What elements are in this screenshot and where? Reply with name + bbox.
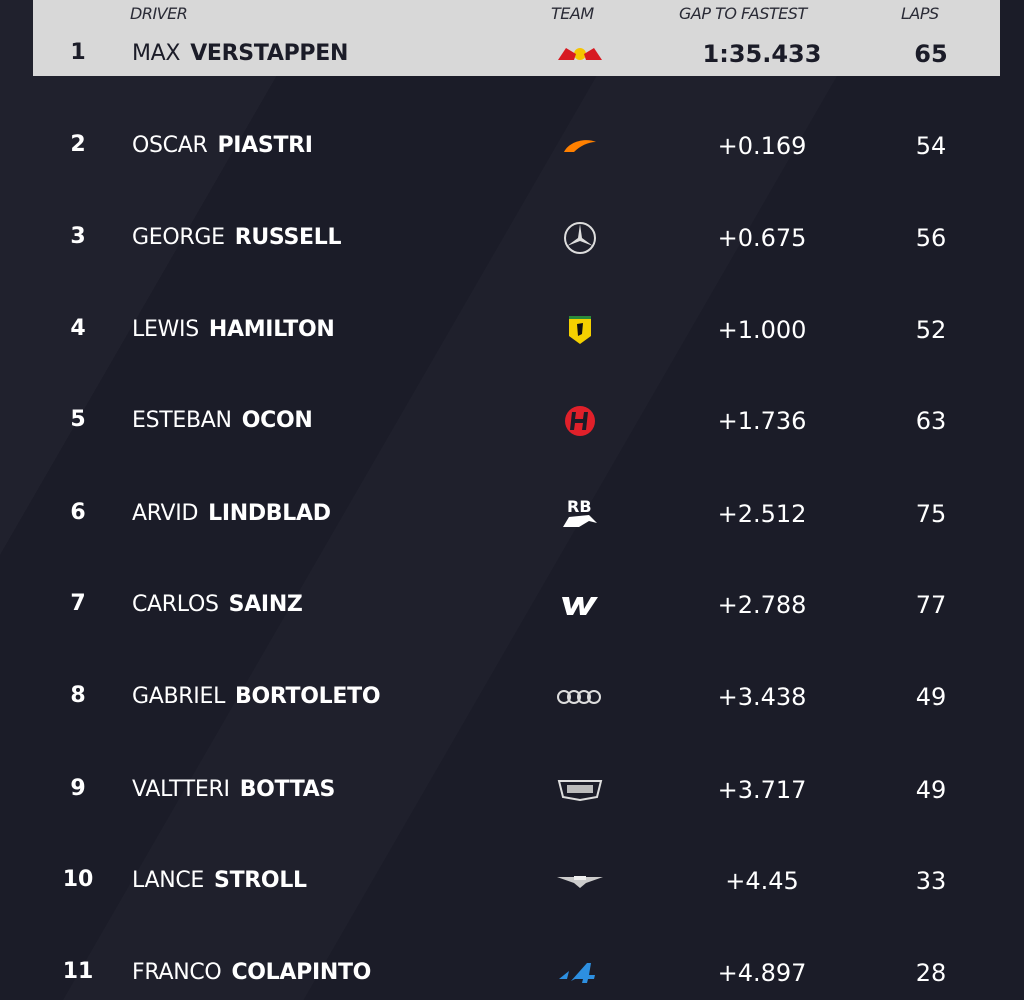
position: 7 <box>70 591 86 616</box>
driver-first-name: MAX <box>132 41 181 66</box>
gap-to-fastest: +0.675 <box>717 224 807 252</box>
driver-name: FRANCO COLAPINTO <box>132 960 371 985</box>
laps: 49 <box>915 776 947 804</box>
mercedes-logo-icon <box>555 221 605 255</box>
driver-first-name: LEWIS <box>132 317 199 342</box>
table-row[interactable]: 6 ARVID LINDBLAD RB +2.512 75 <box>0 494 1024 534</box>
gap-column-header: GAP TO FASTEST <box>679 4 807 23</box>
racing-bulls-logo-icon: RB <box>555 497 605 531</box>
table-row[interactable]: 5 ESTEBAN OCON +1.736 63 <box>0 401 1024 441</box>
driver-first-name: ESTEBAN <box>132 408 232 433</box>
table-row[interactable]: 2 OSCAR PIASTRI +0.169 54 <box>0 126 1024 166</box>
driver-last-name: COLAPINTO <box>231 960 372 985</box>
laps: 28 <box>915 959 947 987</box>
position: 8 <box>70 683 86 708</box>
driver-name: VALTTERI BOTTAS <box>132 777 335 802</box>
gap-to-fastest: +2.512 <box>717 500 807 528</box>
driver-name: LANCE STROLL <box>132 868 307 893</box>
driver-last-name: HAMILTON <box>208 317 335 342</box>
laps-column-header: LAPS <box>901 4 939 23</box>
audi-logo-icon <box>555 680 605 714</box>
laps: 56 <box>915 224 947 252</box>
position: 11 <box>62 959 94 984</box>
driver-name: OSCAR PIASTRI <box>132 133 313 158</box>
position: 2 <box>70 132 86 157</box>
laps: 77 <box>915 591 947 619</box>
position: 4 <box>70 316 86 341</box>
driver-name: CARLOS SAINZ <box>132 592 303 617</box>
driver-first-name: ARVID <box>132 501 199 526</box>
gap-to-fastest: +3.717 <box>717 776 807 804</box>
driver-first-name: VALTTERI <box>132 777 230 802</box>
williams-logo-icon <box>555 588 605 622</box>
driver-last-name: OCON <box>241 408 313 433</box>
driver-last-name: BOTTAS <box>239 777 336 802</box>
laps: 52 <box>915 316 947 344</box>
position: 10 <box>62 867 94 892</box>
driver-name: GEORGE RUSSELL <box>132 225 341 250</box>
driver-name: GABRIEL BORTOLETO <box>132 684 381 709</box>
driver-first-name: GEORGE <box>132 225 225 250</box>
alpine-logo-icon <box>555 956 605 990</box>
red-bull-logo-icon <box>555 37 605 71</box>
driver-last-name: PIASTRI <box>217 133 313 158</box>
mclaren-logo-icon <box>555 129 605 163</box>
table-row[interactable]: 1 MAX VERSTAPPEN 1:35.433 65 <box>0 34 1024 74</box>
gap-to-fastest: +1.736 <box>717 407 807 435</box>
gap-to-fastest: +4.897 <box>717 959 807 987</box>
table-row[interactable]: 11 FRANCO COLAPINTO +4.897 28 <box>0 953 1024 993</box>
driver-last-name: VERSTAPPEN <box>190 41 349 66</box>
position: 1 <box>70 40 86 65</box>
driver-first-name: OSCAR <box>132 133 208 158</box>
gap-to-fastest: 1:35.433 <box>702 40 822 68</box>
gap-to-fastest: +4.45 <box>725 867 799 895</box>
driver-last-name: BORTOLETO <box>235 684 381 709</box>
gap-to-fastest: +2.788 <box>717 591 807 619</box>
laps: 33 <box>915 867 947 895</box>
driver-name: ESTEBAN OCON <box>132 408 313 433</box>
laps: 49 <box>915 683 947 711</box>
position: 3 <box>70 224 86 249</box>
driver-first-name: FRANCO <box>132 960 222 985</box>
driver-last-name: STROLL <box>214 868 307 893</box>
driver-last-name: RUSSELL <box>234 225 342 250</box>
driver-name: LEWIS HAMILTON <box>132 317 335 342</box>
driver-first-name: CARLOS <box>132 592 219 617</box>
svg-text:RB: RB <box>567 497 592 516</box>
table-row[interactable]: 10 LANCE STROLL +4.45 33 <box>0 861 1024 901</box>
table-row[interactable]: 4 LEWIS HAMILTON +1.000 52 <box>0 310 1024 350</box>
laps: 54 <box>915 132 947 160</box>
position: 9 <box>70 776 86 801</box>
laps: 75 <box>915 500 947 528</box>
position: 6 <box>70 500 86 525</box>
driver-name: MAX VERSTAPPEN <box>132 41 348 66</box>
ferrari-logo-icon <box>555 313 605 347</box>
laps: 65 <box>914 40 948 68</box>
driver-last-name: SAINZ <box>228 592 303 617</box>
table-row[interactable]: 7 CARLOS SAINZ +2.788 77 <box>0 585 1024 625</box>
driver-column-header: DRIVER <box>130 4 188 23</box>
gap-to-fastest: +3.438 <box>717 683 807 711</box>
team-column-header: TEAM <box>551 4 594 23</box>
table-row[interactable]: 8 GABRIEL BORTOLETO +3.438 49 <box>0 677 1024 717</box>
table-row[interactable]: 9 VALTTERI BOTTAS +3.717 49 <box>0 770 1024 810</box>
driver-name: ARVID LINDBLAD <box>132 501 331 526</box>
leader-header: DRIVER TEAM GAP TO FASTEST LAPS <box>33 0 1000 76</box>
laps: 63 <box>915 407 947 435</box>
gap-to-fastest: +0.169 <box>717 132 807 160</box>
driver-first-name: LANCE <box>132 868 205 893</box>
driver-last-name: LINDBLAD <box>208 501 331 526</box>
driver-first-name: GABRIEL <box>132 684 226 709</box>
position: 5 <box>70 407 86 432</box>
cadillac-logo-icon <box>555 773 605 807</box>
haas-logo-icon <box>555 404 605 438</box>
table-row[interactable]: 3 GEORGE RUSSELL +0.675 56 <box>0 218 1024 258</box>
aston-martin-logo-icon <box>555 864 605 898</box>
gap-to-fastest: +1.000 <box>717 316 807 344</box>
